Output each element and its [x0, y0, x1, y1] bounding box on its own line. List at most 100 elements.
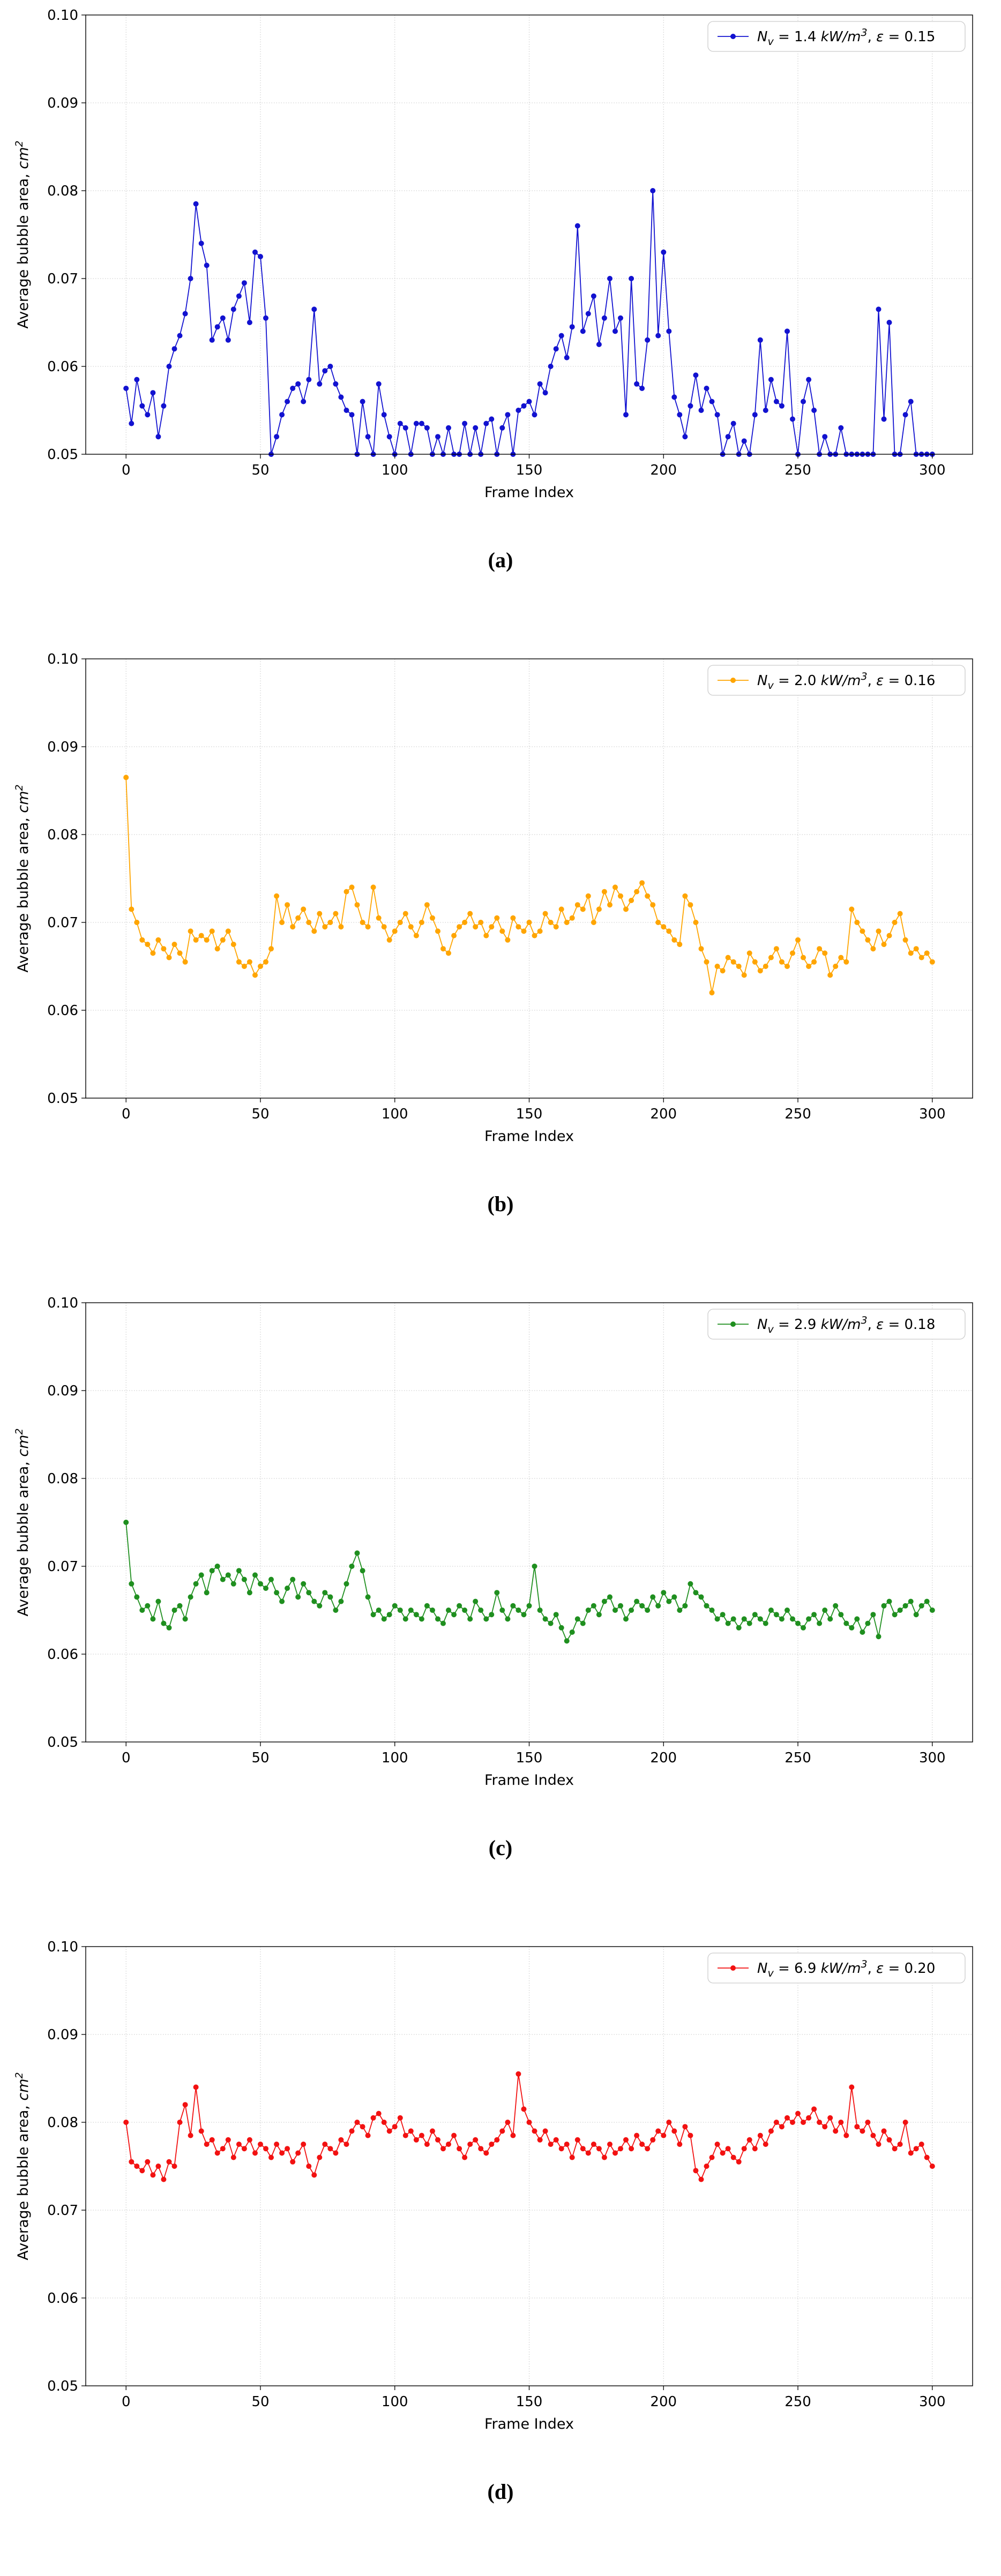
svg-text:0: 0	[122, 2394, 131, 2410]
legend-marker-sample	[730, 1321, 736, 1327]
legend-label: Nv = 1.4 kW/m3, ε = 0.15	[757, 27, 935, 48]
caption-a: (a)	[488, 548, 513, 572]
legend: Nv = 6.9 kW/m3, ε = 0.20	[707, 1952, 966, 1984]
svg-text:250: 250	[785, 1750, 811, 1766]
legend: Nv = 2.0 kW/m3, ε = 0.16	[707, 665, 966, 696]
svg-text:50: 50	[251, 462, 269, 478]
y-axis-label: Average bubble area, cm2	[13, 2072, 32, 2260]
svg-text:200: 200	[650, 2394, 677, 2410]
legend-label: Nv = 2.0 kW/m3, ε = 0.16	[757, 671, 935, 692]
svg-text:0.09: 0.09	[47, 1383, 78, 1399]
svg-text:0.10: 0.10	[47, 1939, 78, 1955]
svg-text:100: 100	[382, 2394, 408, 2410]
svg-text:0.10: 0.10	[47, 1295, 78, 1311]
line-chart-d: 0 50 100 150 200 250 300 0.05 0.06 0.07 0.08 0.09 0.…	[0, 1932, 1001, 2440]
legend-box	[707, 665, 966, 696]
svg-text:200: 200	[650, 462, 677, 478]
svg-text:0.08: 0.08	[47, 2115, 78, 2131]
plot-background	[0, 1288, 1001, 1797]
svg-text:150: 150	[516, 2394, 543, 2410]
svg-text:0.05: 0.05	[47, 1091, 78, 1107]
plot-background	[0, 1932, 1001, 2440]
series-markers	[123, 1520, 935, 1644]
svg-text:100: 100	[382, 1106, 408, 1122]
legend: Nv = 1.4 kW/m3, ε = 0.15	[707, 21, 966, 52]
svg-text:0: 0	[122, 1750, 131, 1766]
axis-ticks	[81, 1302, 933, 1746]
svg-text:0.09: 0.09	[47, 2027, 78, 2043]
legend-label: Nv = 6.9 kW/m3, ε = 0.20	[757, 1958, 935, 1979]
svg-text:50: 50	[251, 1750, 269, 1766]
svg-text:300: 300	[919, 2394, 946, 2410]
svg-text:0.07: 0.07	[47, 2203, 78, 2219]
svg-text:250: 250	[785, 2394, 811, 2410]
svg-text:250: 250	[785, 462, 811, 478]
legend: Nv = 2.9 kW/m3, ε = 0.18	[707, 1309, 966, 1340]
caption-d: (d)	[487, 2480, 514, 2504]
svg-text:50: 50	[251, 2394, 269, 2410]
line-chart-a: 0 50 100 150 200 250 300 0.05 0.06 0.07 0.08 0.09 0.…	[0, 0, 1001, 509]
svg-text:0.05: 0.05	[47, 447, 78, 463]
svg-text:150: 150	[516, 462, 543, 478]
axis-ticks	[81, 14, 933, 459]
svg-text:0: 0	[122, 462, 131, 478]
svg-text:150: 150	[516, 1106, 543, 1122]
y-axis-label: Average bubble area, cm2	[13, 140, 32, 328]
svg-text:0.06: 0.06	[47, 1003, 78, 1019]
svg-text:0: 0	[122, 1106, 131, 1122]
tick-labels: 0 50 100 150 200 250 300 0.05 0.06 0.07 0.08 0.09 0.…	[47, 7, 945, 478]
legend-box	[707, 21, 966, 52]
y-axis-label: Average bubble area, cm2	[13, 1428, 32, 1616]
svg-text:0.10: 0.10	[47, 7, 78, 24]
legend-label: Nv = 2.9 kW/m3, ε = 0.18	[757, 1315, 935, 1335]
legend-marker-sample	[730, 678, 736, 683]
svg-text:300: 300	[919, 462, 946, 478]
panel-c: 0 50 100 150 200 250 300 0.05 0.06 0.07 0.08 0.09 0.…	[0, 1288, 1001, 1932]
plot-background	[0, 644, 1001, 1153]
svg-text:250: 250	[785, 1106, 811, 1122]
x-axis-label: Frame Index	[484, 484, 574, 501]
tick-labels: 0 50 100 150 200 250 300 0.05 0.06 0.07 0.08 0.09 0.…	[47, 1295, 945, 1766]
legend-box	[707, 1309, 966, 1340]
svg-text:300: 300	[919, 1750, 946, 1766]
svg-text:0.06: 0.06	[47, 2290, 78, 2307]
plot-background	[0, 0, 1001, 509]
svg-text:150: 150	[516, 1750, 543, 1766]
svg-text:300: 300	[919, 1106, 946, 1122]
svg-text:50: 50	[251, 1106, 269, 1122]
line-chart-c: 0 50 100 150 200 250 300 0.05 0.06 0.07 0.08 0.09 0.…	[0, 1288, 1001, 1797]
x-axis-label: Frame Index	[484, 1128, 574, 1145]
svg-text:0.08: 0.08	[47, 1471, 78, 1487]
svg-text:0.08: 0.08	[47, 827, 78, 843]
legend-marker-sample	[730, 1965, 736, 1971]
legend-box	[707, 1952, 966, 1984]
tick-labels: 0 50 100 150 200 250 300 0.05 0.06 0.07 0.08 0.09 0.…	[47, 651, 945, 1122]
svg-text:100: 100	[382, 1750, 408, 1766]
svg-text:0.06: 0.06	[47, 1647, 78, 1663]
series-markers	[123, 2071, 935, 2182]
caption-c: (c)	[488, 1836, 513, 1860]
svg-text:0.06: 0.06	[47, 359, 78, 375]
svg-text:0.07: 0.07	[47, 271, 78, 287]
axis-ticks	[81, 658, 933, 1102]
svg-text:0.07: 0.07	[47, 915, 78, 931]
svg-text:200: 200	[650, 1750, 677, 1766]
svg-text:0.05: 0.05	[47, 2378, 78, 2394]
series-markers	[123, 775, 935, 996]
x-axis-label: Frame Index	[484, 1772, 574, 1789]
panel-a: 0 50 100 150 200 250 300 0.05 0.06 0.07 0.08 0.09 0.…	[0, 0, 1001, 644]
axis-ticks	[81, 1946, 933, 2390]
svg-text:0.10: 0.10	[47, 651, 78, 667]
svg-text:0.05: 0.05	[47, 1734, 78, 1751]
legend-marker-sample	[730, 34, 736, 39]
line-chart-b: 0 50 100 150 200 250 300 0.05 0.06 0.07 0.08 0.09 0.…	[0, 644, 1001, 1153]
caption-b: (b)	[487, 1192, 514, 1216]
panel-d: 0 50 100 150 200 250 300 0.05 0.06 0.07 0.08 0.09 0.…	[0, 1932, 1001, 2575]
svg-text:0.07: 0.07	[47, 1559, 78, 1575]
svg-text:0.08: 0.08	[47, 183, 78, 199]
svg-text:0.09: 0.09	[47, 95, 78, 111]
svg-text:200: 200	[650, 1106, 677, 1122]
tick-labels: 0 50 100 150 200 250 300 0.05 0.06 0.07 0.08 0.09 0.…	[47, 1939, 945, 2410]
svg-text:100: 100	[382, 462, 408, 478]
